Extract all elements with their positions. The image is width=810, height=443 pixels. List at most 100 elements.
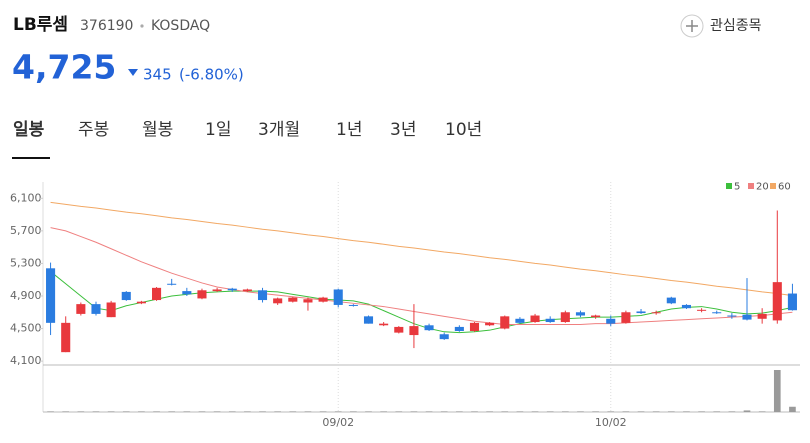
candle-body (136, 301, 146, 304)
candle-body (606, 318, 616, 324)
legend-swatch (748, 183, 754, 189)
candle-body (712, 312, 722, 314)
plot: 4,100 4,500 4,900 5,300 5,700 6,100 09/02 10/02… (10, 182, 797, 429)
candle-body (666, 297, 676, 304)
candle-body (303, 299, 313, 303)
volume-bar (425, 411, 433, 412)
volume-bar (607, 411, 615, 412)
tab[interactable]: 1일 (205, 120, 231, 140)
watch-icon[interactable] (680, 14, 704, 38)
watch-button[interactable]: 관심종목 (710, 18, 762, 34)
volume-bar (440, 411, 448, 412)
candle-body (681, 304, 691, 309)
candle-body (500, 316, 510, 329)
volume-bar (546, 411, 554, 412)
candle-body (379, 323, 389, 326)
volume-bar (773, 370, 781, 412)
volume-bar (259, 411, 266, 412)
tab[interactable]: 월봉 (142, 120, 173, 140)
price: 4,725 (12, 48, 116, 87)
candle-body (772, 282, 782, 321)
candle-body (651, 312, 661, 314)
candle-body (439, 334, 449, 340)
ma-line (50, 227, 793, 325)
x-tick-label: 09/02 (322, 416, 354, 429)
volume-bar (153, 411, 160, 412)
candle-body (167, 283, 177, 285)
candle-body (363, 316, 374, 324)
volume-bar (395, 411, 403, 412)
candle-body (257, 290, 268, 301)
candle-body (182, 291, 192, 295)
ma-line (50, 271, 793, 334)
volume-bar (213, 411, 221, 412)
candle-body (348, 304, 358, 306)
candle-body (485, 322, 495, 326)
tab[interactable]: 3년 (390, 120, 416, 140)
volume-bar (289, 411, 297, 412)
separator (140, 24, 144, 28)
y-tick-label: 6,100 (10, 191, 42, 204)
volume-bar (138, 411, 145, 412)
tab[interactable]: 주봉 (78, 120, 109, 140)
tab[interactable]: 3개월 (258, 120, 300, 140)
candle-body (560, 312, 570, 323)
candle-body (152, 287, 162, 301)
y-tick-label: 5,700 (10, 224, 42, 237)
volume-bar (228, 411, 236, 412)
candle-body (697, 309, 707, 311)
candle-body (121, 291, 131, 301)
volume-bar (77, 411, 85, 412)
candle-body (212, 289, 222, 292)
volume-bar (380, 411, 387, 412)
volume-bar (456, 411, 463, 412)
candle-body (530, 315, 540, 323)
volume-bar (62, 411, 70, 412)
candle-body (61, 322, 71, 353)
volume-bar (410, 411, 418, 412)
candle-body (636, 311, 646, 314)
candle-body (575, 312, 586, 316)
candle-body (197, 290, 207, 299)
plus (686, 20, 698, 32)
volume-bar (486, 411, 493, 412)
volume-bar (168, 411, 176, 412)
candle-body (227, 288, 237, 291)
volume-bar (365, 411, 372, 412)
change-pct: (-6.80%) (179, 66, 244, 84)
volume-bar (728, 411, 736, 412)
volume-bar (561, 411, 569, 412)
candle-body (288, 297, 298, 302)
volume-bar (592, 411, 599, 412)
change: 345 (143, 66, 172, 84)
stock-code: 376190 (80, 18, 133, 34)
volume-bar (274, 411, 282, 412)
volume-bar (652, 411, 660, 412)
volume-bar (667, 411, 675, 412)
legend-label: 60 (778, 182, 791, 193)
candle-body (273, 298, 283, 304)
down-arrow (128, 69, 138, 76)
candle-body (318, 297, 328, 302)
tabs: 일봉 주봉 월봉 1일 3개월 1년 3년 10년 (13, 120, 482, 140)
y-tick-label: 4,500 (10, 322, 42, 335)
tab[interactable]: 10년 (445, 120, 482, 140)
volume-bar (713, 411, 721, 412)
y-tick-label: 4,100 (10, 354, 42, 367)
ma-line (50, 201, 793, 297)
volume-bar (107, 411, 115, 412)
y-tick-label: 4,900 (10, 289, 42, 302)
volume-bar (501, 411, 509, 412)
volume-bar (471, 411, 478, 412)
candle-body (242, 289, 252, 292)
candle-body (469, 322, 480, 331)
candle-body (454, 326, 464, 331)
tab[interactable]: 일봉 (13, 120, 45, 140)
volume-bar (198, 411, 206, 412)
tab[interactable]: 1년 (336, 120, 362, 140)
candle-body (515, 318, 525, 323)
legend-swatch (726, 183, 732, 189)
candle-body (333, 289, 343, 305)
candle-body (591, 315, 601, 318)
